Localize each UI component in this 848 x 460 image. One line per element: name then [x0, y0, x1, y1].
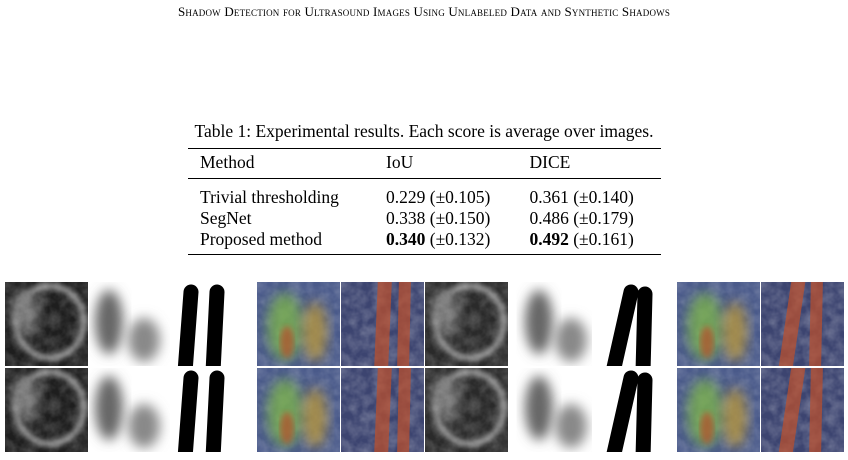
speckle	[425, 368, 508, 452]
figure	[5, 282, 844, 452]
image-tile	[257, 282, 340, 366]
gt-overlay	[809, 282, 823, 366]
method-cell: Trivial thresholding	[200, 187, 339, 207]
iou-cell: 0.338 (±0.150)	[374, 208, 517, 229]
score: 0.492	[529, 229, 569, 249]
std-dev: (±0.150)	[429, 208, 491, 228]
std-dev: (±0.140)	[573, 187, 634, 207]
shadow-mask	[205, 370, 225, 452]
column-header: Method	[200, 152, 255, 172]
method-cell: SegNet	[200, 208, 252, 228]
blob	[525, 376, 553, 440]
std-dev: (±0.132)	[429, 229, 491, 249]
blob	[525, 290, 553, 354]
heat	[723, 388, 747, 448]
heat	[303, 388, 327, 448]
image-tile	[341, 368, 424, 452]
gt-overlay	[778, 368, 806, 452]
score: 0.340	[386, 229, 426, 249]
method-cell: Proposed method	[200, 229, 323, 249]
shadow-mask	[606, 370, 639, 452]
std-dev: (±0.179)	[573, 208, 634, 228]
header-row: Method IoU DICE	[188, 148, 661, 179]
image-tile	[677, 368, 760, 452]
heat	[280, 412, 294, 444]
score: 0.229	[386, 187, 426, 207]
gt-overlay	[778, 282, 806, 366]
heat	[700, 412, 714, 444]
speckle	[5, 282, 88, 366]
shadow-mask	[635, 372, 653, 452]
table-caption: Table 1: Experimental results. Each scor…	[194, 121, 654, 141]
shadow-mask	[177, 370, 199, 452]
dice-cell: 0.486 (±0.179)	[517, 208, 661, 229]
image-tile	[89, 282, 172, 366]
column-header: IoU	[386, 152, 414, 172]
image-tile	[173, 368, 256, 452]
gt-overlay	[374, 282, 392, 366]
column-header: DICE	[529, 152, 571, 172]
running-header: Shadow Detection for Ultrasound Images U…	[177, 4, 671, 19]
blob	[555, 318, 587, 362]
gt-overlay	[397, 368, 411, 452]
speckle	[5, 368, 88, 452]
heat	[700, 326, 714, 358]
iou-cell: 0.340 (±0.132)	[374, 229, 517, 255]
score: 0.338	[386, 208, 426, 228]
table-row: Proposed method 0.340 (±0.132) 0.492 (±0.1…	[188, 229, 661, 255]
image-tile	[677, 282, 760, 366]
shadow-mask	[606, 284, 639, 366]
blob	[555, 404, 587, 448]
image-tile	[761, 368, 844, 452]
image-tile	[593, 368, 676, 452]
results-table: Method IoU DICE Trivial thresholding 0.229 …	[188, 148, 661, 255]
score: 0.486	[529, 208, 569, 228]
image-tile	[5, 282, 88, 366]
image-tile	[173, 282, 256, 366]
gt-overlay	[809, 368, 823, 452]
iou-cell: 0.229 (±0.105)	[374, 179, 517, 209]
shadow-mask	[177, 284, 199, 366]
table-row: Trivial thresholding 0.229 (±0.105) 0.361 …	[188, 179, 661, 209]
image-tile	[509, 368, 592, 452]
image-tile	[509, 282, 592, 366]
image-tile	[341, 282, 424, 366]
heat	[280, 326, 294, 358]
blob	[95, 376, 123, 440]
image-tile	[593, 282, 676, 366]
gt-overlay	[397, 282, 411, 366]
std-dev: (±0.161)	[573, 229, 634, 249]
shadow-mask	[205, 284, 225, 366]
table-row: SegNet 0.338 (±0.150) 0.486 (±0.179)	[188, 208, 661, 229]
heat	[723, 302, 747, 362]
speckle	[425, 282, 508, 366]
shadow-mask	[635, 286, 653, 366]
blob	[95, 290, 123, 354]
table-body: Trivial thresholding 0.229 (±0.105) 0.361 …	[188, 179, 661, 255]
image-tile	[89, 368, 172, 452]
dice-cell: 0.492 (±0.161)	[517, 229, 661, 255]
image-tile	[425, 282, 508, 366]
heat	[303, 302, 327, 362]
dice-cell: 0.361 (±0.140)	[517, 179, 661, 209]
std-dev: (±0.105)	[429, 187, 491, 207]
image-tile	[257, 368, 340, 452]
blob	[128, 404, 160, 448]
blob	[128, 318, 160, 362]
image-tile	[5, 368, 88, 452]
image-tile	[425, 368, 508, 452]
score: 0.361	[529, 187, 569, 207]
image-tile	[761, 282, 844, 366]
gt-overlay	[374, 368, 392, 452]
